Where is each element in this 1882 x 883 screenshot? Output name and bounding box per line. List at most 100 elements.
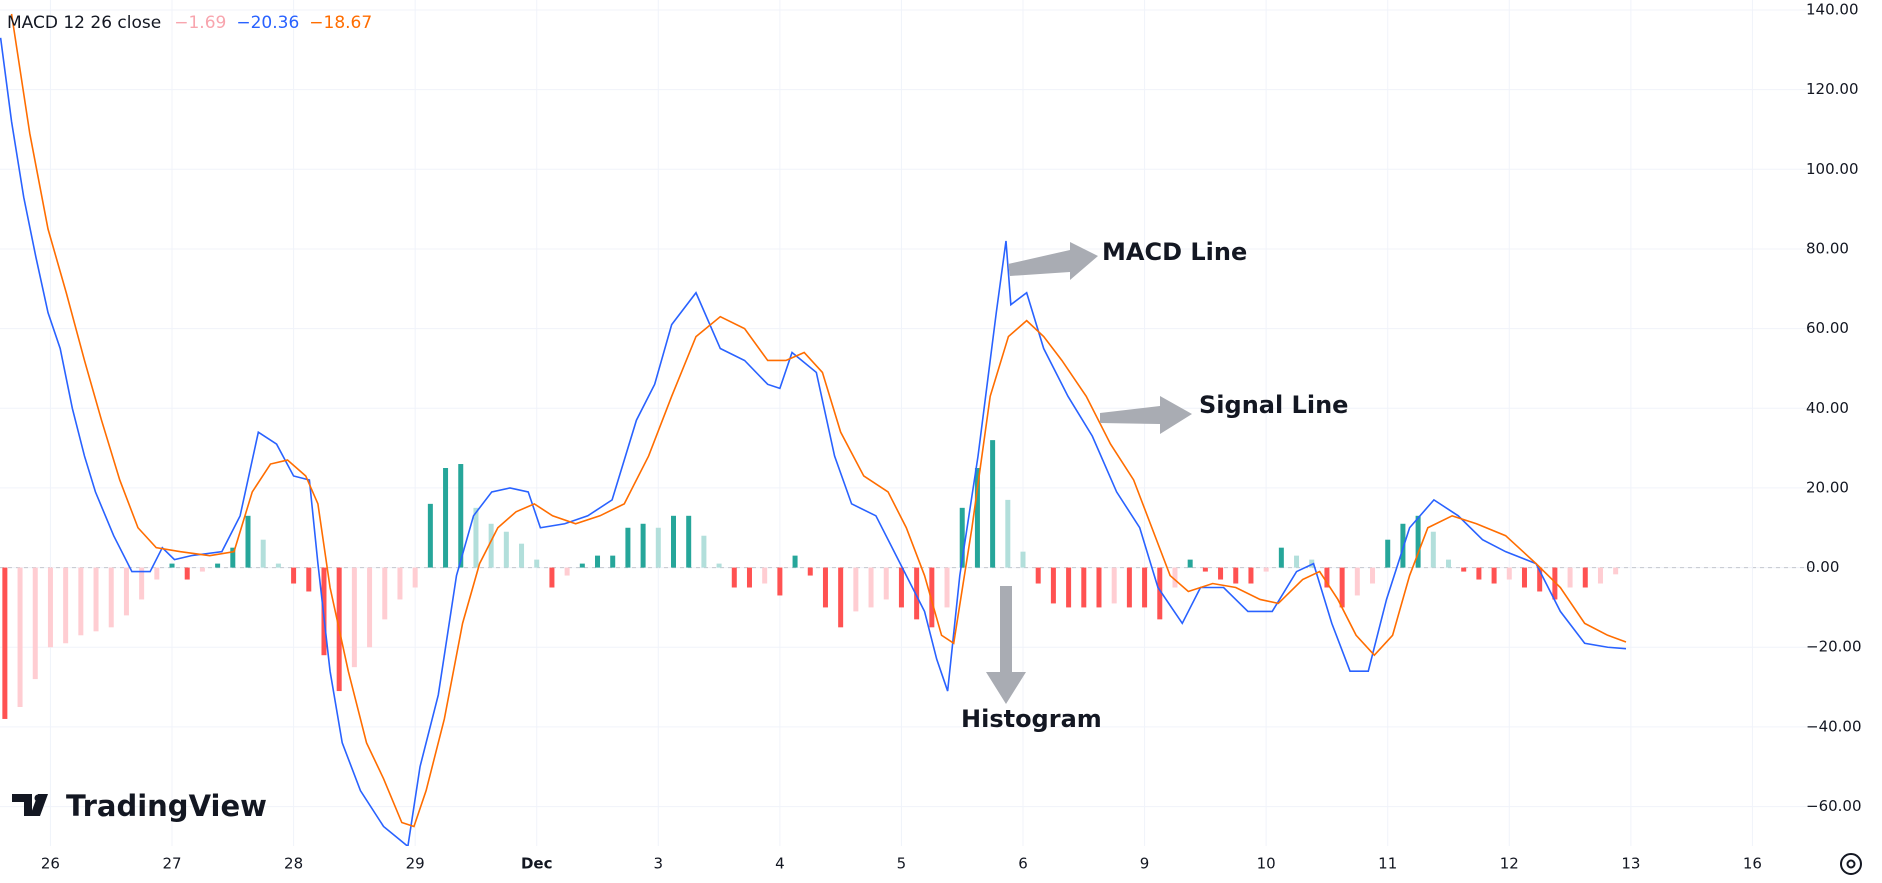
histogram-bar [1142,567,1148,608]
histogram-bar [990,440,996,568]
histogram-bar [1096,567,1102,608]
legend: −1.69 −20.36 −18.67 [174,13,372,33]
histogram-bar [1050,567,1056,604]
x-tick-label: 10 [1257,855,1276,873]
histogram-bar [519,543,525,568]
legend-value: −1.69 [174,13,226,33]
x-tick-label: 26 [41,855,60,873]
histogram-bar [1613,567,1619,575]
histogram-bar [427,503,433,568]
histogram-bar [1491,567,1497,584]
histogram-bar [792,555,798,568]
histogram-bar [275,563,281,568]
y-tick-label: −60.00 [1806,797,1862,815]
histogram-bar [974,468,980,568]
x-tick-label: 16 [1743,855,1762,873]
histogram-bar [1430,531,1436,568]
x-tick-label: 3 [654,855,664,873]
histogram-bar [123,567,129,616]
histogram-bar [595,555,601,568]
histogram-bar [838,567,844,628]
grid [0,0,1812,846]
histogram-bar [898,567,904,608]
histogram-bar [1066,567,1072,608]
histogram-bar [534,559,540,568]
y-tick-label: −40.00 [1806,717,1862,735]
histogram-bar [412,567,418,588]
annotation: Histogram [961,705,1102,733]
histogram-bar [1506,567,1512,580]
histogram-bar [868,567,874,608]
histogram-bar [579,563,585,568]
histogram-bar [443,468,449,568]
histogram-bar [914,567,920,620]
histogram-bar [351,567,357,668]
histogram-bar [959,507,965,568]
histogram-bar [503,531,509,568]
histogram-bar [1081,567,1087,608]
x-tick-label: 13 [1621,855,1640,873]
histogram-bar [139,567,145,600]
x-tick-label: 28 [284,855,303,873]
histogram-bar [1582,567,1588,588]
brand-name: TradingView [66,789,267,823]
indicator-title: MACD 12 26 close [7,13,161,33]
histogram-bar [549,567,555,588]
histogram-bar [1461,567,1467,572]
histogram-bar [1263,567,1269,572]
histogram-bar [78,567,84,636]
x-tick-label: 5 [897,855,907,873]
histogram-bar [670,515,676,568]
histogram-bar [1157,567,1163,620]
histogram-bar [1005,499,1011,568]
histogram-bar [883,567,889,600]
histogram-bar [291,567,297,584]
histogram-bar [1385,539,1391,568]
histogram-bar [17,567,23,707]
histogram-bar [1370,567,1376,584]
histogram-bar [1278,547,1284,568]
histogram-bar [1400,523,1406,568]
histogram-bar [1552,567,1558,600]
histogram-bar [306,567,312,592]
histogram-bar [1248,567,1254,584]
y-tick-label: 40.00 [1806,399,1849,417]
histogram-bar [746,567,752,588]
histogram-bar [762,567,768,584]
brand-logo: TradingView [12,789,267,823]
histogram-bar [944,567,950,608]
histogram-bar [382,567,388,620]
legend-value: −20.36 [236,13,299,33]
arrow [1100,396,1192,434]
histogram-bar [154,567,160,580]
histogram-bar [1172,567,1178,588]
settings-button[interactable] [1840,853,1862,875]
histogram-bar [47,567,53,648]
histogram-bar [731,567,737,588]
histogram-bar [822,567,828,608]
x-tick-label: 11 [1378,855,1397,873]
line [10,13,1627,828]
histogram-bar [655,527,661,568]
x-tick-label: 12 [1500,855,1519,873]
histogram-bar [1035,567,1041,584]
histogram-bar [777,567,783,596]
x-tick-label: 27 [162,855,181,873]
y-tick-label: 0.00 [1806,558,1839,576]
histogram-bar [32,567,38,680]
histogram-bar [2,567,8,719]
arrow [986,586,1026,704]
histogram-bar [1476,567,1482,580]
histogram-bar [1218,567,1224,580]
histogram-bar [473,507,479,568]
y-tick-label: 60.00 [1806,319,1849,337]
y-tick-label: 20.00 [1806,478,1849,496]
histogram-bar [1567,567,1573,588]
x-tick-label: 9 [1140,855,1150,873]
histogram-bar [458,464,464,568]
plot-area [0,13,1627,846]
histogram-bar [108,567,114,628]
histogram-bar [1537,567,1543,592]
histogram-bar [184,567,190,580]
